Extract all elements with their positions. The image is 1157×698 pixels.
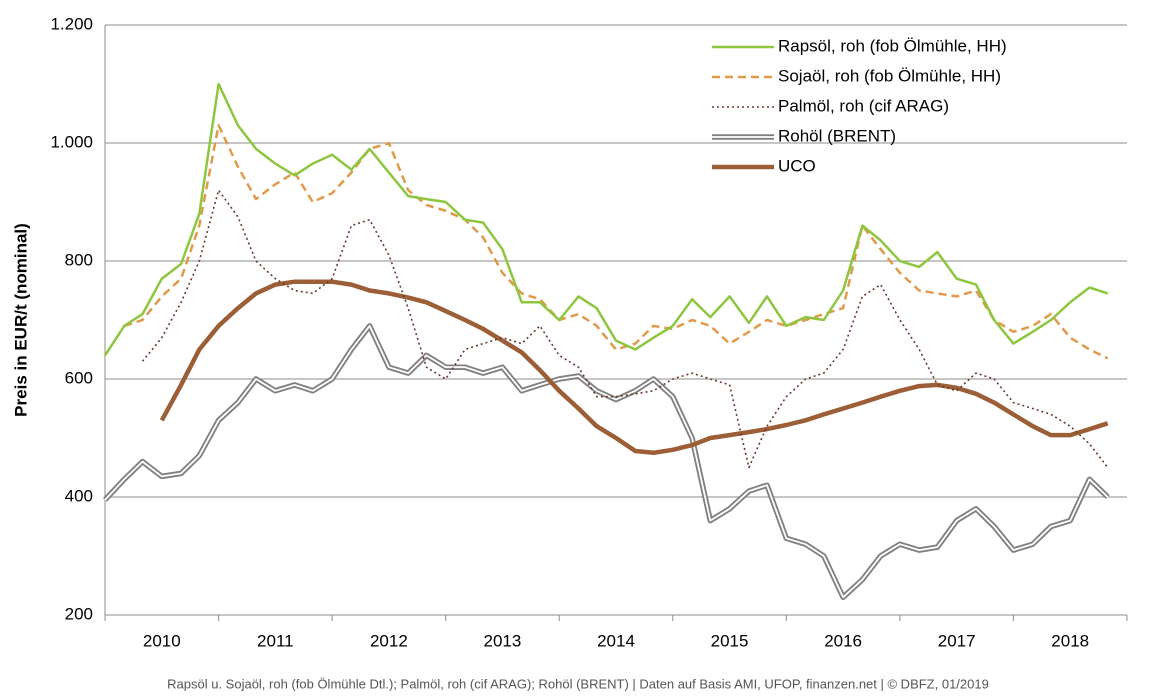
x-tick-label: 2011 <box>257 631 294 650</box>
series-line <box>123 124 1109 360</box>
legend-label: Rohöl (BRENT) <box>778 126 896 145</box>
x-tick-label: 2015 <box>711 631 749 650</box>
series-line <box>159 279 1109 456</box>
series-line <box>102 323 1110 601</box>
legend-label: Sojaöl, roh (fob Ölmühle, HH) <box>778 66 1001 85</box>
y-tick-label: 600 <box>65 368 93 387</box>
series-line <box>141 189 1109 469</box>
y-tick-label: 1.000 <box>50 132 93 151</box>
x-tick-label: 2013 <box>484 631 522 650</box>
x-tick-label: 2012 <box>370 631 408 650</box>
legend-label: Palmöl, roh (cif ARAG) <box>778 96 949 115</box>
y-axis-label: Preis in EUR/t (nominal) <box>11 223 30 417</box>
y-tick-label: 400 <box>65 486 93 505</box>
y-tick-label: 1.200 <box>50 14 93 33</box>
x-tick-label: 2010 <box>143 631 181 650</box>
series-line <box>103 82 1109 357</box>
x-tick-label: 2016 <box>824 631 862 650</box>
series-line-inner <box>104 325 1109 599</box>
x-tick-label: 2017 <box>938 631 976 650</box>
x-tick-label: 2014 <box>597 631 635 650</box>
legend-label: Rapsöl, roh (fob Ölmühle, HH) <box>778 36 1007 55</box>
y-tick-label: 200 <box>65 604 93 623</box>
legend-label: UCO <box>778 156 816 175</box>
y-tick-label: 800 <box>65 250 93 269</box>
footnote: Rapsöl u. Sojaöl, roh (fob Ölmühle Dtl.)… <box>167 676 989 691</box>
x-tick-label: 2018 <box>1051 631 1089 650</box>
